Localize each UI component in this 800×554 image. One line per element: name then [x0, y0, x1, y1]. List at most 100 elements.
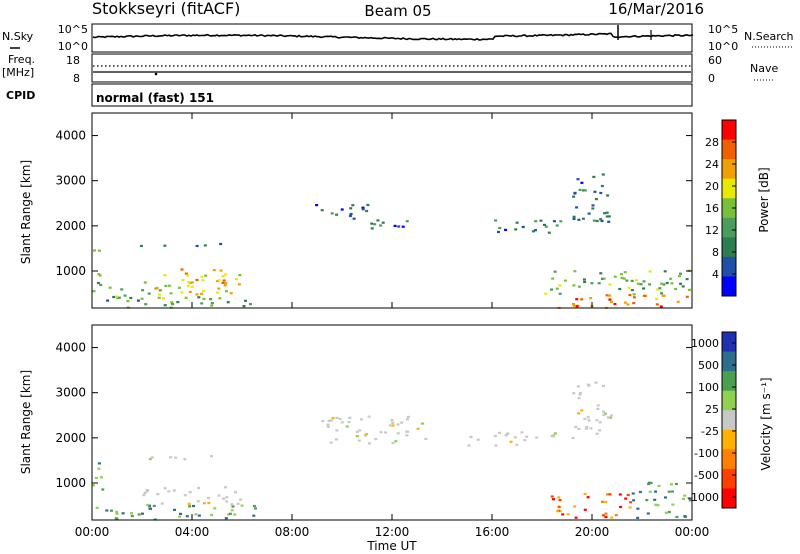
velocity-colorbar-segment	[722, 351, 736, 372]
scatter-cell	[636, 507, 640, 510]
y-tick-label: 2000	[55, 219, 86, 233]
x-tick-label: 08:00	[275, 525, 310, 539]
scatter-cell	[224, 517, 228, 520]
power-colorbar-tick: 16	[705, 202, 719, 215]
scatter-cell	[469, 435, 473, 439]
scatter-cell	[520, 431, 524, 434]
x-tick-label: 16:00	[475, 525, 510, 539]
scatter-cell	[244, 299, 247, 302]
scatter-cell	[636, 282, 640, 285]
scatter-cell	[534, 229, 537, 232]
velocity-ylabel: Slant Range [km]	[19, 370, 33, 474]
y-tick-label: 4000	[55, 341, 86, 355]
scatter-cell	[618, 287, 622, 291]
scatter-cell	[388, 424, 392, 427]
scatter-cell	[424, 437, 428, 440]
velocity-panel: 1000 2000 3000 4000 Slant Range [km] 1000 50…	[19, 113, 773, 553]
scatter-cell	[97, 273, 101, 276]
scatter-cell	[550, 288, 553, 291]
scatter-cell	[384, 431, 388, 434]
scatter-cell	[604, 500, 608, 504]
scatter-cell	[605, 294, 609, 297]
scatter-cell	[674, 287, 678, 291]
scatter-cell	[557, 496, 561, 499]
scatter-cell	[552, 498, 555, 501]
power-colorbar-label: Power [dB]	[757, 167, 771, 232]
scatter-cell	[121, 512, 125, 515]
scatter-cell	[202, 289, 206, 292]
scatter-cell	[381, 221, 385, 224]
velocity-colorbar-label: Velocity [m s⁻¹]	[759, 377, 773, 470]
scatter-cell	[227, 513, 231, 516]
scatter-cell	[115, 512, 119, 515]
scatter-cell	[506, 432, 510, 435]
scatter-cell	[329, 441, 333, 444]
scatter-cell	[391, 441, 395, 445]
scatter-cell	[667, 490, 671, 493]
scatter-cell	[150, 456, 154, 459]
y-tick-label: 2000	[55, 431, 86, 445]
scatter-cell	[618, 493, 622, 496]
scatter-cell	[321, 420, 325, 423]
scatter-cell	[130, 514, 134, 518]
scatter-cell	[171, 303, 175, 306]
scatter-cell	[338, 417, 342, 421]
scatter-cell	[315, 204, 319, 207]
scatter-cell	[656, 288, 660, 291]
scatter-cell	[181, 279, 185, 282]
scatter-cell	[186, 284, 190, 287]
cpid-panel: CPID normal (fast) 151	[6, 83, 693, 107]
scatter-cell	[632, 499, 636, 502]
scatter-cell	[401, 225, 405, 228]
scatter-cell	[608, 298, 612, 301]
scatter-cell	[397, 225, 401, 228]
scatter-cell	[222, 279, 226, 282]
scatter-cell	[217, 279, 221, 282]
scatter-cell	[416, 427, 420, 430]
nsky-label: N.Sky	[2, 30, 34, 43]
scatter-cell	[607, 416, 610, 419]
scatter-cell	[685, 295, 689, 298]
scatter-cell	[662, 283, 666, 286]
scatter-cell	[366, 203, 370, 207]
velocity-colorbar-segment	[722, 449, 736, 470]
scatter-cell	[197, 486, 201, 490]
scatter-cell	[681, 285, 685, 288]
scatter-cell	[552, 220, 556, 223]
scatter-cell	[655, 297, 659, 300]
scatter-cell	[664, 496, 667, 499]
scatter-cell	[234, 491, 237, 494]
scatter-cell	[249, 303, 252, 306]
scatter-cell	[539, 219, 543, 222]
scatter-cell	[239, 498, 242, 501]
scatter-cell	[576, 178, 580, 181]
scatter-cell	[606, 194, 610, 197]
scatter-cell	[587, 212, 591, 215]
scatter-cell	[628, 293, 632, 297]
scatter-cell	[406, 415, 410, 418]
scatter-cell	[642, 287, 646, 290]
scatter-cell	[687, 288, 691, 291]
scatter-cell	[648, 490, 652, 493]
scatter-cell	[639, 283, 643, 286]
scatter-cell	[237, 283, 241, 286]
scatter-cell	[601, 173, 605, 176]
scatter-cell	[225, 500, 229, 503]
scatter-cell	[631, 492, 635, 495]
scatter-cell	[196, 500, 200, 503]
scatter-cell	[590, 282, 594, 285]
scatter-cell	[331, 417, 335, 420]
scatter-cell	[601, 277, 605, 280]
scatter-cell	[655, 303, 659, 306]
scatter-cell	[627, 286, 631, 289]
scatter-cell	[626, 493, 630, 497]
scatter-cell	[225, 496, 229, 499]
velocity-colorbar-tick: -500	[694, 469, 719, 482]
scatter-cell	[146, 503, 150, 507]
power-data	[92, 173, 691, 309]
scatter-cell	[606, 493, 610, 496]
scatter-cell	[467, 444, 471, 447]
scatter-cell	[583, 417, 587, 420]
scatter-cell	[649, 481, 653, 484]
scatter-cell	[634, 279, 638, 282]
